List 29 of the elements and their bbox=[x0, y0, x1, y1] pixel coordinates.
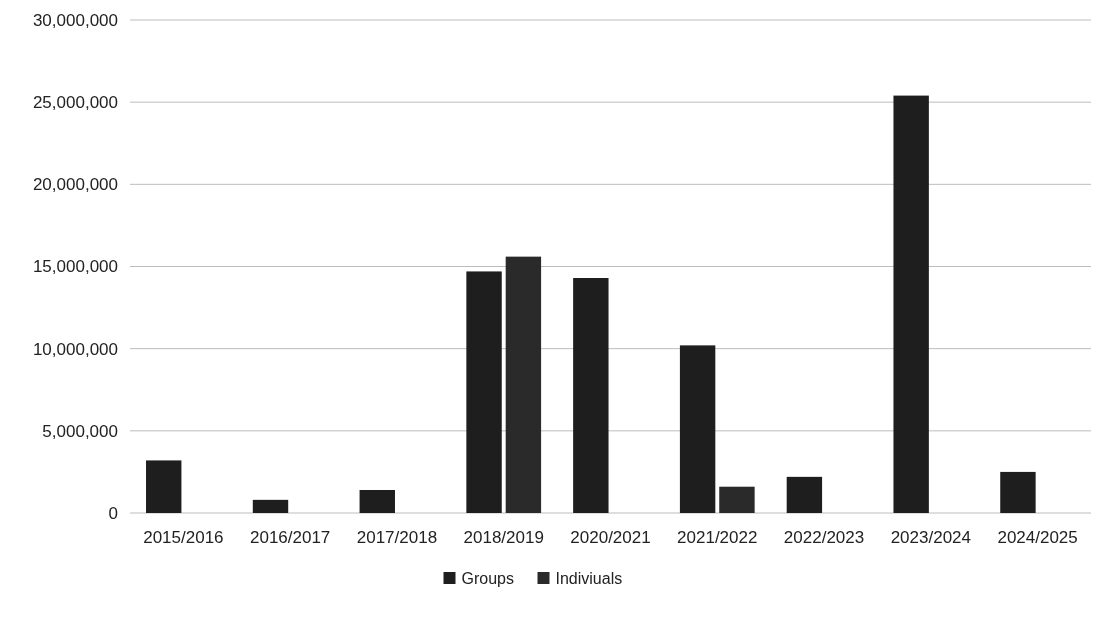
bar bbox=[359, 489, 395, 513]
y-tick-label: 5,000,000 bbox=[42, 421, 118, 441]
x-tick-label: 2022/2023 bbox=[783, 528, 865, 547]
bar bbox=[719, 486, 755, 513]
y-tick-label: 25,000,000 bbox=[32, 93, 118, 113]
x-tick-label: 2024/2025 bbox=[997, 528, 1078, 547]
bar bbox=[573, 278, 609, 513]
bar bbox=[146, 460, 182, 513]
x-tick-label: 2016/2017 bbox=[249, 528, 331, 547]
y-tick-label: 30,000,000 bbox=[32, 10, 118, 30]
x-tick-label: 2018/2019 bbox=[463, 528, 544, 547]
x-tick-label: 2023/2024 bbox=[890, 528, 972, 547]
bar bbox=[786, 476, 823, 513]
x-tick-label: 2015/2016 bbox=[143, 528, 224, 547]
y-tick-label: 20,000,000 bbox=[32, 175, 118, 195]
bar bbox=[1000, 471, 1036, 513]
bar bbox=[252, 499, 289, 513]
legend-label: Indiviuals bbox=[555, 569, 623, 587]
y-tick-label: 0 bbox=[108, 503, 118, 523]
x-tick-label: 2021/2022 bbox=[677, 528, 758, 547]
x-tick-label: 2017/2018 bbox=[356, 528, 438, 547]
bar bbox=[893, 95, 929, 513]
y-tick-label: 15,000,000 bbox=[32, 257, 118, 277]
legend-label: Groups bbox=[461, 569, 514, 587]
y-tick-label: 10,000,000 bbox=[32, 339, 118, 359]
bar bbox=[505, 256, 542, 513]
x-tick-label: 2020/2021 bbox=[570, 528, 651, 547]
bar bbox=[679, 345, 716, 513]
bar bbox=[466, 271, 502, 513]
